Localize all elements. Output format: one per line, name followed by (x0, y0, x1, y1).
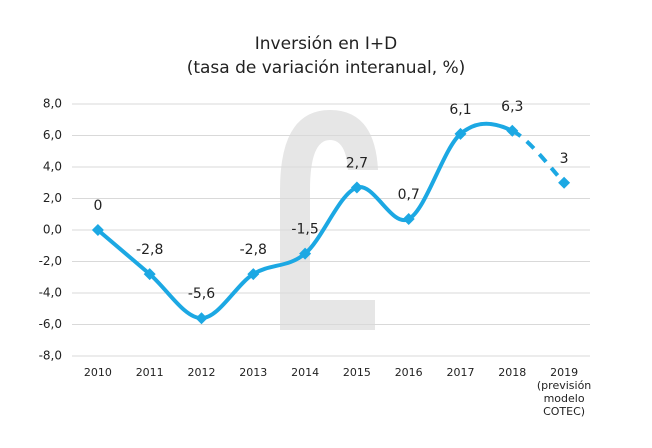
data-label: 0 (93, 198, 102, 214)
chart-subtitle: (tasa de variación interanual, %) (187, 58, 466, 78)
x-tick-label: 2017 (446, 366, 475, 379)
marker (91, 224, 104, 236)
marker (247, 268, 260, 281)
x-tick-label: 2013 (239, 366, 268, 379)
marker (195, 312, 208, 325)
data-label: 2,7 (346, 155, 368, 171)
data-label: -1,5 (291, 222, 318, 238)
y-tick-label: -4,0 (39, 286, 62, 300)
data-label: 3 (560, 151, 569, 167)
line (96, 121, 514, 321)
y-tick-label: 0,0 (43, 223, 62, 237)
data-label: -2,8 (240, 242, 267, 258)
y-tick-label: -6,0 (39, 317, 62, 331)
marker (558, 176, 571, 189)
marker (350, 181, 363, 194)
x-tick-label: 2019 (previsión modelo COTEC) (536, 366, 592, 418)
data-label: -2,8 (136, 242, 163, 258)
watermark (280, 110, 378, 330)
marker (402, 212, 415, 225)
marker (506, 124, 519, 137)
data-label: -5,6 (188, 286, 215, 302)
marker (454, 127, 467, 140)
data-label: 6,1 (449, 102, 471, 118)
marker (299, 247, 312, 260)
x-tick-label: 2016 (394, 366, 423, 379)
data-label: 6,3 (501, 99, 523, 115)
y-tick-label: 6,0 (43, 128, 62, 142)
y-tick-label: 8,0 (43, 97, 62, 111)
forecast-line (511, 128, 566, 185)
y-tick-label: -8,0 (39, 349, 62, 363)
marker (143, 268, 156, 281)
x-tick-label: 2014 (291, 366, 320, 379)
x-tick-label: 2010 (83, 366, 112, 379)
y-tick-label: -2,0 (39, 254, 62, 268)
x-tick-label: 2012 (187, 366, 216, 379)
y-tick-label: 4,0 (43, 160, 62, 174)
x-tick-label: 2018 (498, 366, 527, 379)
x-tick-label: 2015 (342, 366, 371, 379)
chart-title: Inversión en I+D (255, 34, 397, 54)
x-tick-label: 2011 (135, 366, 164, 379)
y-tick-label: 2,0 (43, 191, 62, 205)
data-label: 0,7 (398, 187, 420, 203)
